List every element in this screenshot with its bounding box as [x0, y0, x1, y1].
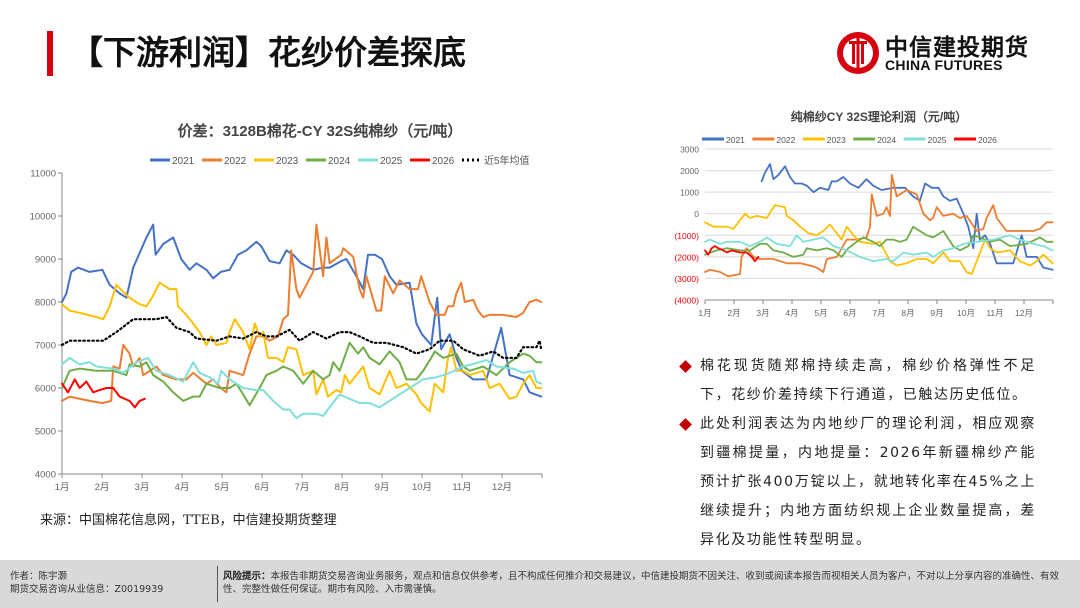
y-tick-label: (3000) — [674, 274, 699, 284]
y-tick-label: 11000 — [30, 169, 56, 180]
x-tick-label: 10月 — [957, 308, 975, 318]
x-tick-label: 2月 — [95, 482, 110, 493]
x-tick-label: 12月 — [492, 482, 512, 493]
x-tick-label: 10月 — [412, 482, 432, 493]
series-line-2025 — [704, 234, 1054, 263]
company-logo: 中信建投期货 CHINA FUTURES — [835, 28, 1035, 78]
page-title: 【下游利润】花纱价差探底 — [70, 33, 466, 72]
series-line-2026 — [61, 378, 146, 409]
y-tick-label: 7000 — [35, 341, 56, 352]
legend-label: 2021 — [172, 156, 195, 167]
legend-label: 2025 — [380, 156, 403, 167]
legend-label: 2022 — [776, 135, 795, 145]
x-tick-label: 4月 — [785, 308, 798, 318]
y-tick-label: (4000) — [674, 296, 699, 306]
legend-label: 2023 — [276, 156, 299, 167]
x-tick-label: 6月 — [255, 482, 270, 493]
legend-label: 2023 — [827, 135, 846, 145]
citic-emblem-icon — [837, 32, 879, 74]
chart-title: 纯棉纱CY 32S理论利润（元/吨） — [791, 109, 967, 124]
series-line-2022 — [704, 174, 1054, 278]
footer: 作者：陈宇灏 期货交易咨询从业信息：Z0019939 风险提示：本报告非期货交易… — [0, 560, 1080, 608]
x-tick-label: 1月 — [698, 308, 711, 318]
title-accent-bar — [47, 31, 53, 76]
series-line-2021 — [61, 223, 543, 398]
series-line-近5年均值 — [60, 315, 543, 359]
x-tick-label: 1月 — [55, 482, 70, 493]
risk-disclaimer: 风险提示：本报告非期货交易咨询业务服务，观点和信息仅供参考，且不构成任何推介和交… — [223, 570, 1063, 596]
logo-text-cn: 中信建投期货 — [885, 35, 1029, 61]
bullet-item: 此处利润表达为内地纱厂的理论利润，相应观察到疆棉提量，内地提量：2026年新疆棉… — [676, 410, 1036, 555]
diamond-icon — [679, 418, 692, 431]
logo-text-en: CHINA FUTURES — [885, 57, 1003, 73]
y-tick-label: (2000) — [674, 252, 699, 262]
x-tick-label: 7月 — [872, 308, 885, 318]
y-tick-label: 5000 — [35, 427, 56, 438]
legend-label: 2021 — [726, 135, 745, 145]
author-name: 作者：陈宇灏 — [10, 571, 68, 582]
y-tick-label: 9000 — [35, 255, 56, 266]
x-tick-label: 8月 — [335, 482, 350, 493]
bullet-text: 棉花现货随郑棉持续走高，棉纱价格弹性不足下，花纱价差持续下行通道，已触达历史低位… — [700, 358, 1036, 403]
bullet-list: 棉花现货随郑棉持续走高，棉纱价格弹性不足下，花纱价差持续下行通道，已触达历史低位… — [676, 352, 1036, 555]
x-tick-label: 3月 — [756, 308, 769, 318]
series-line-2026 — [704, 245, 760, 263]
profit-chart: 纯棉纱CY 32S理论利润（元/吨） 2021 2022 2023 2024 2025 20… — [674, 109, 1054, 318]
y-tick-label: 4000 — [35, 470, 56, 481]
legend-label: 2024 — [328, 156, 351, 167]
bullet-item: 棉花现货随郑棉持续走高，棉纱价格弹性不足下，花纱价差持续下行通道，已触达历史低位… — [676, 352, 1036, 410]
legend-label: 2025 — [928, 135, 947, 145]
x-tick-label: 5月 — [215, 482, 230, 493]
spread-chart: 价差：3128B棉花-CY 32S纯棉纱（元/吨） 2021 2022 2023 202… — [30, 122, 543, 493]
legend-label: 2026 — [978, 135, 997, 145]
y-tick-label: 0 — [694, 209, 699, 219]
chart-source: 来源：中国棉花信息网，TTEB，中信建投期货整理 — [40, 513, 337, 528]
license-number: 期货交易咨询从业信息：Z0019939 — [10, 584, 164, 595]
series-line-2024 — [61, 341, 543, 407]
bullet-text: 此处利润表达为内地纱厂的理论利润，相应观察到疆棉提量，内地提量：2026年新疆棉… — [700, 416, 1036, 548]
x-tick-label: 6月 — [843, 308, 856, 318]
x-tick-label: 9月 — [375, 482, 390, 493]
chart-title: 价差：3128B棉花-CY 32S纯棉纱（元/吨） — [178, 122, 463, 140]
series-line-2023 — [61, 281, 543, 413]
x-tick-label: 12月 — [1015, 308, 1033, 318]
risk-label: 风险提示： — [223, 571, 271, 582]
series-line-2024 — [704, 225, 1054, 258]
y-tick-label: 1000 — [680, 188, 699, 198]
footer-divider — [217, 566, 218, 602]
risk-text: 本报告非期货交易咨询业务服务，观点和信息仅供参考，且不构成任何推介和交易建议，中… — [223, 571, 1060, 595]
y-tick-label: 2000 — [680, 166, 699, 176]
x-tick-label: 2月 — [727, 308, 740, 318]
x-tick-label: 11月 — [452, 482, 471, 493]
x-tick-label: 5月 — [814, 308, 827, 318]
y-tick-label: (1000) — [674, 231, 699, 241]
series-line-2025 — [61, 356, 543, 420]
legend-label: 2024 — [877, 135, 896, 145]
series-line-2021 — [760, 163, 1054, 271]
y-tick-label: 6000 — [35, 384, 56, 395]
x-tick-label: 8月 — [901, 308, 914, 318]
legend-label: 近5年均值 — [484, 154, 530, 167]
legend-label: 2022 — [224, 156, 247, 167]
x-tick-label: 11月 — [986, 308, 1003, 318]
x-tick-label: 3月 — [135, 482, 150, 493]
y-tick-label: 8000 — [35, 298, 56, 309]
series-line-2022 — [61, 223, 543, 405]
x-tick-label: 7月 — [295, 482, 310, 493]
author-info: 作者：陈宇灏 期货交易咨询从业信息：Z0019939 — [10, 570, 163, 596]
diamond-icon — [679, 360, 692, 373]
legend-label: 2026 — [432, 156, 455, 167]
series-line-2023 — [704, 204, 1054, 275]
y-tick-label: 3000 — [680, 145, 699, 155]
x-tick-label: 4月 — [175, 482, 190, 493]
x-tick-label: 9月 — [930, 308, 943, 318]
y-tick-label: 10000 — [30, 212, 56, 223]
